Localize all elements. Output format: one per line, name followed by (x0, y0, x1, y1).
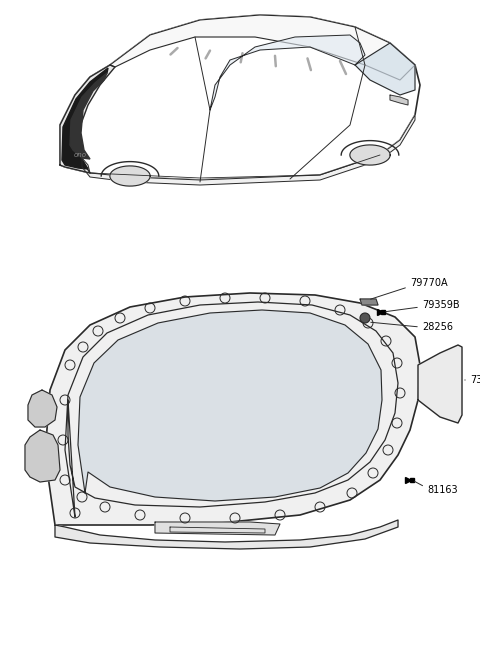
Text: 28256: 28256 (422, 322, 453, 332)
Polygon shape (418, 345, 462, 423)
Polygon shape (360, 299, 378, 305)
Polygon shape (45, 293, 420, 525)
Polygon shape (70, 73, 107, 159)
Circle shape (360, 313, 370, 323)
Polygon shape (155, 522, 280, 535)
Text: 81163: 81163 (427, 485, 457, 495)
Polygon shape (25, 430, 60, 482)
Polygon shape (60, 15, 420, 180)
Polygon shape (210, 35, 365, 110)
Text: 79359B: 79359B (422, 300, 460, 310)
Polygon shape (55, 520, 398, 549)
Polygon shape (110, 166, 150, 186)
Text: 79770A: 79770A (410, 278, 448, 288)
Polygon shape (62, 68, 108, 169)
Polygon shape (78, 310, 382, 501)
Text: ono: ono (73, 152, 86, 158)
Text: 73700: 73700 (470, 375, 480, 385)
Polygon shape (28, 390, 57, 427)
Polygon shape (390, 95, 408, 105)
Polygon shape (355, 43, 415, 95)
Polygon shape (350, 145, 390, 165)
Polygon shape (82, 115, 415, 185)
Polygon shape (60, 65, 115, 173)
Polygon shape (110, 15, 415, 80)
